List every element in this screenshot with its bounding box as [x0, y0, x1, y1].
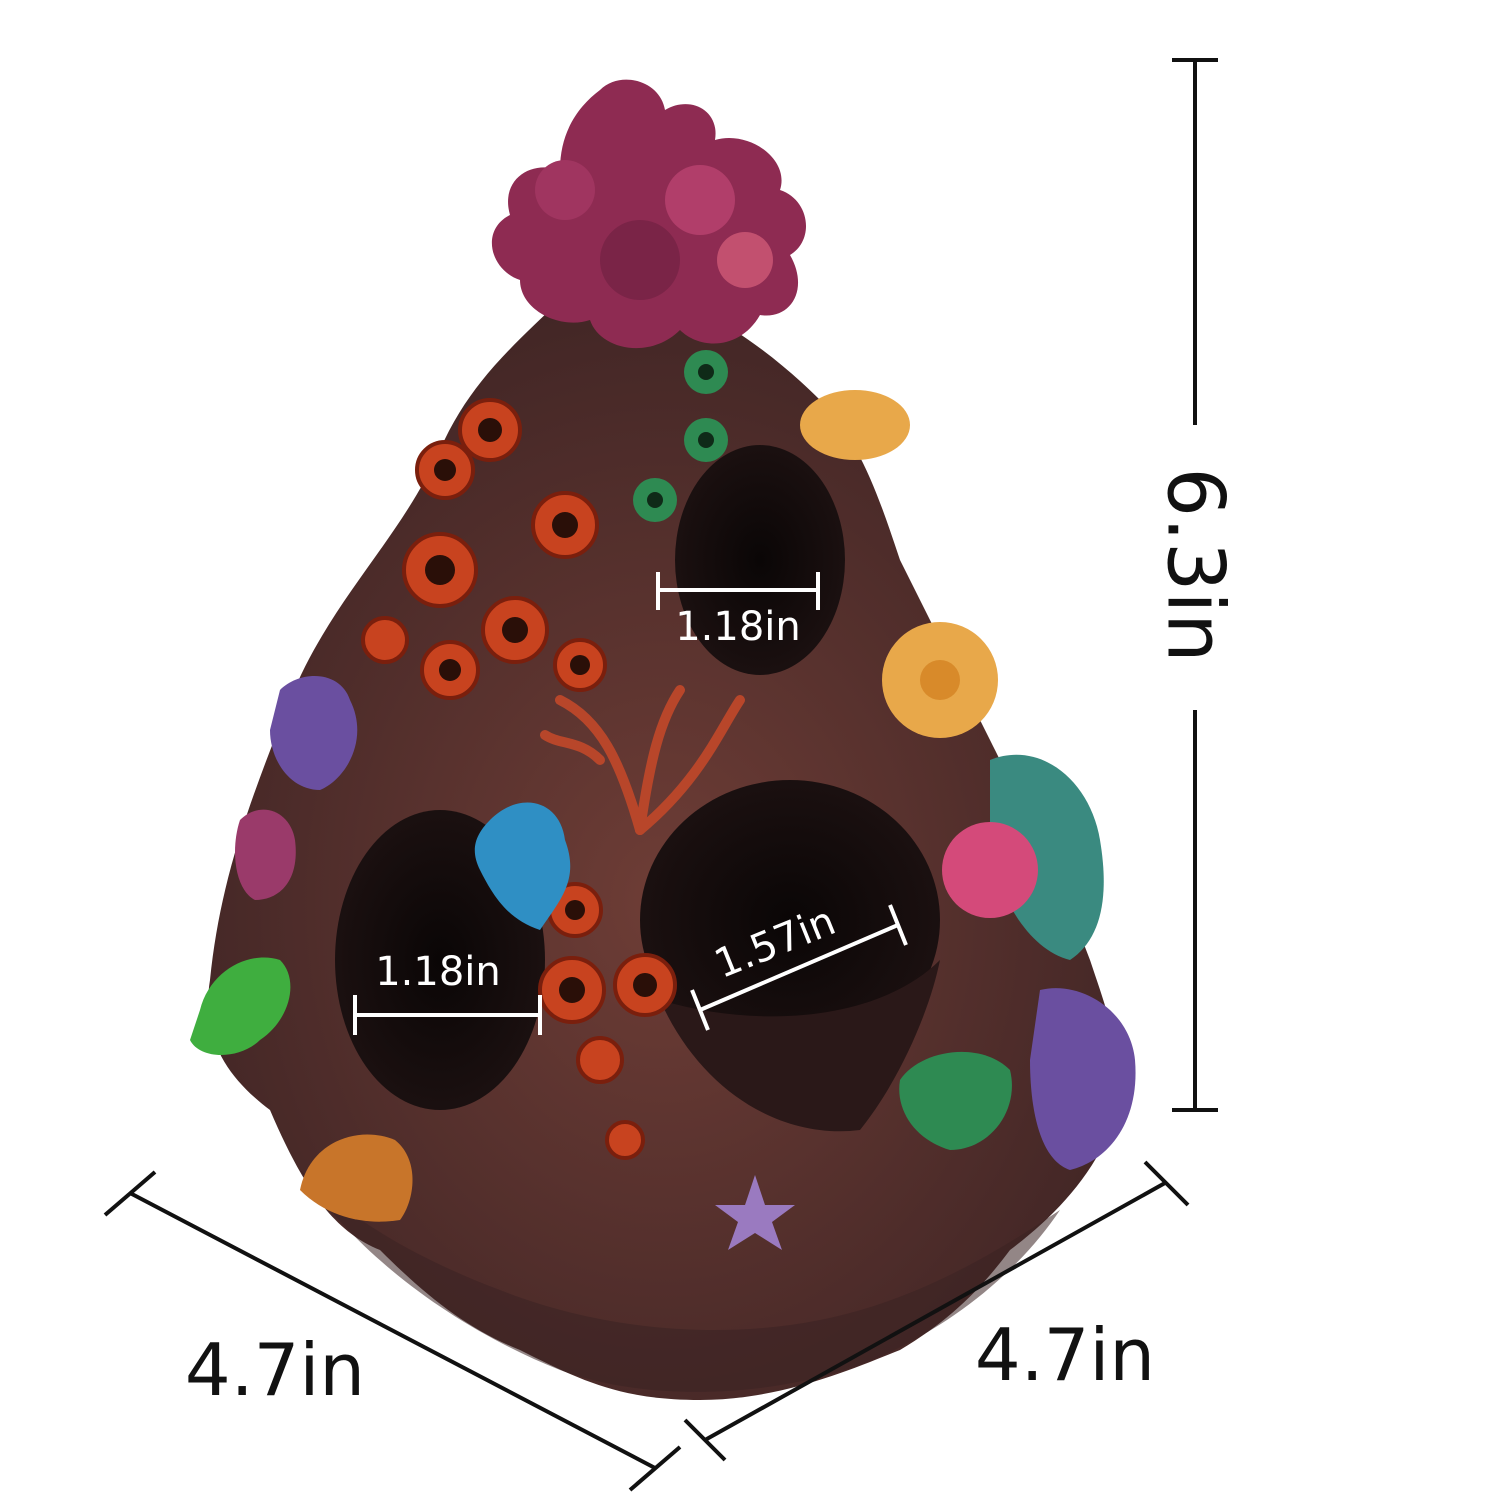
top-opening-label: 1.18in — [675, 604, 801, 650]
width-label-right: 4.7in — [975, 1313, 1155, 1397]
coral-rock-ornament — [190, 80, 1136, 1400]
left-opening-label: 1.18in — [375, 949, 501, 995]
pink-coral-crown — [492, 80, 806, 349]
width-label-left: 4.7in — [185, 1328, 365, 1412]
height-label: 6.3in — [1150, 467, 1240, 662]
purple-coral-right — [1030, 988, 1136, 1170]
pink-coral-right — [942, 822, 1038, 918]
